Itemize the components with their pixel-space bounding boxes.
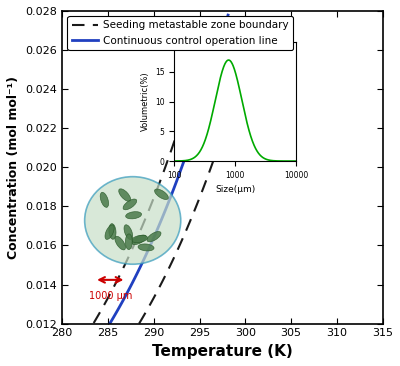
Ellipse shape [147, 232, 161, 242]
X-axis label: Temperature (K): Temperature (K) [152, 344, 293, 359]
Ellipse shape [126, 212, 142, 219]
Ellipse shape [123, 199, 137, 210]
Ellipse shape [132, 235, 146, 244]
Ellipse shape [100, 193, 108, 208]
Ellipse shape [154, 189, 168, 199]
Legend: Seeding metastable zone boundary, Continuous control operation line: Seeding metastable zone boundary, Contin… [68, 16, 293, 50]
Ellipse shape [125, 234, 132, 250]
Ellipse shape [138, 244, 154, 251]
Ellipse shape [132, 235, 148, 243]
Ellipse shape [109, 224, 116, 239]
Ellipse shape [119, 189, 131, 201]
Y-axis label: Concentration (mol mol⁻¹): Concentration (mol mol⁻¹) [7, 76, 20, 259]
Ellipse shape [85, 177, 181, 264]
Text: 1000 μm: 1000 μm [88, 291, 132, 301]
Ellipse shape [105, 225, 114, 239]
Ellipse shape [124, 225, 133, 240]
Ellipse shape [115, 236, 126, 250]
